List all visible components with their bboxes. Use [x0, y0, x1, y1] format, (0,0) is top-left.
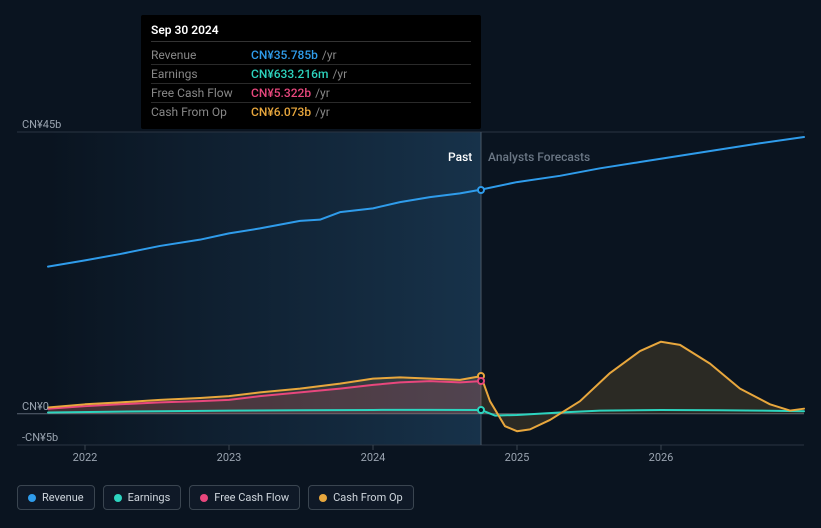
y-axis-tick-label: CN¥45b: [22, 118, 61, 131]
y-axis-tick-label: CN¥0: [22, 400, 49, 413]
legend-dot-icon: [200, 494, 208, 502]
chart-marker-revenue: [477, 186, 485, 194]
x-axis-tick-label: 2023: [217, 451, 242, 464]
legend-item-revenue[interactable]: Revenue: [17, 485, 95, 510]
legend-label: Earnings: [128, 491, 171, 504]
y-axis-tick-label: -CN¥5b: [22, 431, 58, 444]
tooltip-row-value: CN¥6.073b: [251, 105, 311, 119]
x-axis-tick-label: 2022: [73, 451, 98, 464]
legend-dot-icon: [28, 494, 36, 502]
tooltip-row-label: Earnings: [151, 67, 251, 81]
chart-tooltip: Sep 30 2024 RevenueCN¥35.785b/yrEarnings…: [141, 15, 481, 129]
tooltip-row-value: CN¥633.216m: [251, 67, 328, 81]
tooltip-row-value: CN¥35.785b: [251, 48, 318, 62]
legend-dot-icon: [114, 494, 122, 502]
tooltip-row-value: CN¥5.322b: [251, 86, 311, 100]
tooltip-row: EarningsCN¥633.216m/yr: [151, 65, 471, 84]
tooltip-row-suffix: /yr: [315, 105, 330, 119]
x-axis-tick-label: 2025: [505, 451, 530, 464]
tooltip-row-suffix: /yr: [322, 48, 337, 62]
tooltip-row: RevenueCN¥35.785b/yr: [151, 46, 471, 65]
legend-item-cash-from-op[interactable]: Cash From Op: [308, 485, 414, 510]
tooltip-row-suffix: /yr: [332, 67, 347, 81]
past-section-label: Past: [448, 150, 472, 164]
legend-label: Free Cash Flow: [214, 491, 289, 504]
forecast-section-label: Analysts Forecasts: [488, 150, 590, 164]
tooltip-date: Sep 30 2024: [151, 23, 471, 42]
legend-dot-icon: [319, 494, 327, 502]
x-axis-tick-label: 2026: [649, 451, 674, 464]
x-axis-tick-label: 2024: [361, 451, 386, 464]
legend-label: Cash From Op: [333, 491, 403, 504]
legend-item-free-cash-flow[interactable]: Free Cash Flow: [189, 485, 300, 510]
legend-label: Revenue: [42, 491, 84, 504]
chart-legend: Revenue Earnings Free Cash Flow Cash From O…: [17, 485, 414, 510]
tooltip-row-label: Cash From Op: [151, 105, 251, 119]
legend-item-earnings[interactable]: Earnings: [103, 485, 182, 510]
chart-marker-fcf: [477, 377, 485, 385]
tooltip-row-label: Free Cash Flow: [151, 86, 251, 100]
tooltip-row: Cash From OpCN¥6.073b/yr: [151, 103, 471, 121]
tooltip-row-suffix: /yr: [315, 86, 330, 100]
tooltip-row: Free Cash FlowCN¥5.322b/yr: [151, 84, 471, 103]
chart-marker-earnings: [477, 406, 485, 414]
tooltip-row-label: Revenue: [151, 48, 251, 62]
